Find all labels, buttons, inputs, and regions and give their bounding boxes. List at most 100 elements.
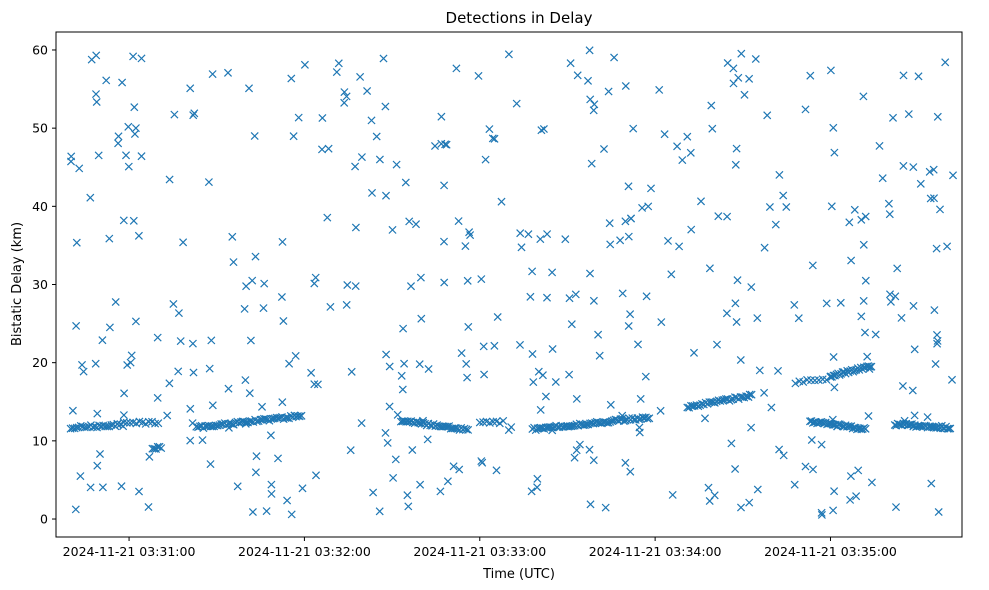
- detection-point: [252, 452, 261, 461]
- detection-point: [127, 351, 136, 360]
- detection-point: [499, 416, 508, 425]
- detection-point: [404, 502, 413, 511]
- detection-point: [744, 393, 753, 402]
- detection-point: [731, 464, 740, 474]
- detection-point: [865, 364, 874, 374]
- detection-point: [534, 367, 543, 376]
- detection-point: [731, 299, 740, 308]
- detection-point: [463, 373, 472, 382]
- detection-point: [311, 273, 320, 282]
- detection-point: [129, 52, 138, 61]
- detection-point: [760, 388, 769, 397]
- detection-point: [683, 132, 692, 141]
- detection-point: [208, 70, 217, 79]
- detection-point: [190, 109, 199, 118]
- detection-point: [86, 193, 95, 202]
- y-tick-label: 30: [32, 277, 48, 292]
- detection-point: [317, 145, 327, 154]
- detection-point: [72, 321, 81, 330]
- detection-point: [188, 339, 197, 348]
- detection-point: [548, 268, 557, 277]
- detection-point: [926, 194, 935, 203]
- detection-point: [123, 360, 132, 370]
- detection-point: [836, 298, 845, 307]
- detection-point: [369, 488, 378, 497]
- detection-point: [587, 419, 596, 428]
- detection-point: [791, 379, 800, 388]
- detection-point: [779, 451, 788, 460]
- detection-point: [727, 439, 736, 448]
- detection-point: [587, 159, 596, 168]
- detection-point: [283, 496, 292, 505]
- detection-point: [356, 72, 365, 81]
- detection-point: [885, 290, 895, 299]
- detection-point: [379, 54, 388, 63]
- detection-point: [641, 372, 650, 381]
- y-tick-label: 40: [32, 199, 48, 214]
- detection-point: [250, 131, 259, 141]
- detection-point: [464, 322, 473, 331]
- y-axis-ticks: 0 10 20 30 40 50 60: [32, 42, 56, 527]
- detection-point: [751, 54, 760, 64]
- detection-point: [565, 370, 574, 379]
- detection-point: [606, 240, 615, 249]
- detection-point: [92, 51, 101, 60]
- detection-point: [455, 465, 464, 474]
- detection-point: [417, 314, 426, 323]
- detection-point: [536, 235, 545, 244]
- detection-point: [736, 503, 746, 512]
- detection-point: [260, 279, 269, 288]
- detection-point: [211, 421, 220, 430]
- detection-point: [925, 167, 934, 176]
- detection-point: [828, 415, 837, 424]
- detection-point: [91, 359, 100, 368]
- detection-point: [145, 452, 154, 461]
- detection-point: [736, 355, 745, 365]
- detection-point: [507, 423, 516, 432]
- detection-point: [585, 445, 594, 454]
- detection-point: [947, 375, 957, 384]
- detection-point: [124, 162, 133, 171]
- detection-point: [82, 423, 91, 432]
- detection-point: [465, 228, 474, 237]
- detection-point: [722, 309, 731, 318]
- x-tick-label: 2024-11-21 03:35:00: [764, 544, 897, 559]
- detection-point: [910, 345, 919, 354]
- detection-point: [753, 314, 762, 323]
- detection-point: [346, 446, 355, 455]
- detection-point: [326, 302, 335, 311]
- detection-point: [126, 358, 135, 367]
- detection-point: [93, 409, 102, 418]
- detection-point: [886, 297, 895, 306]
- detection-point: [154, 419, 163, 428]
- detection-point: [480, 370, 489, 379]
- detection-point: [485, 125, 494, 134]
- detection-point: [808, 465, 818, 474]
- detection-point: [865, 362, 874, 371]
- detection-point: [423, 435, 432, 444]
- detection-point: [897, 313, 906, 322]
- detection-point: [285, 359, 294, 368]
- detection-point: [863, 352, 872, 361]
- detection-point: [645, 414, 654, 423]
- detection-point: [610, 53, 619, 62]
- detection-point: [516, 229, 525, 238]
- detection-point: [656, 406, 665, 415]
- detection-point: [279, 316, 288, 326]
- detection-point: [114, 139, 123, 148]
- detection-point: [512, 99, 521, 108]
- detection-point: [801, 462, 810, 471]
- detection-point: [176, 337, 185, 346]
- detection-point: [624, 321, 633, 331]
- detection-point: [351, 282, 360, 291]
- detection-point: [393, 410, 402, 419]
- detection-point: [464, 425, 473, 434]
- detection-point: [745, 390, 754, 399]
- detection-point: [497, 197, 506, 206]
- detection-point: [908, 386, 917, 395]
- detection-point: [857, 312, 866, 321]
- detection-point: [529, 378, 538, 387]
- detection-point: [382, 350, 391, 359]
- detection-point: [570, 453, 579, 462]
- chart-title: Detections in Delay: [446, 9, 593, 27]
